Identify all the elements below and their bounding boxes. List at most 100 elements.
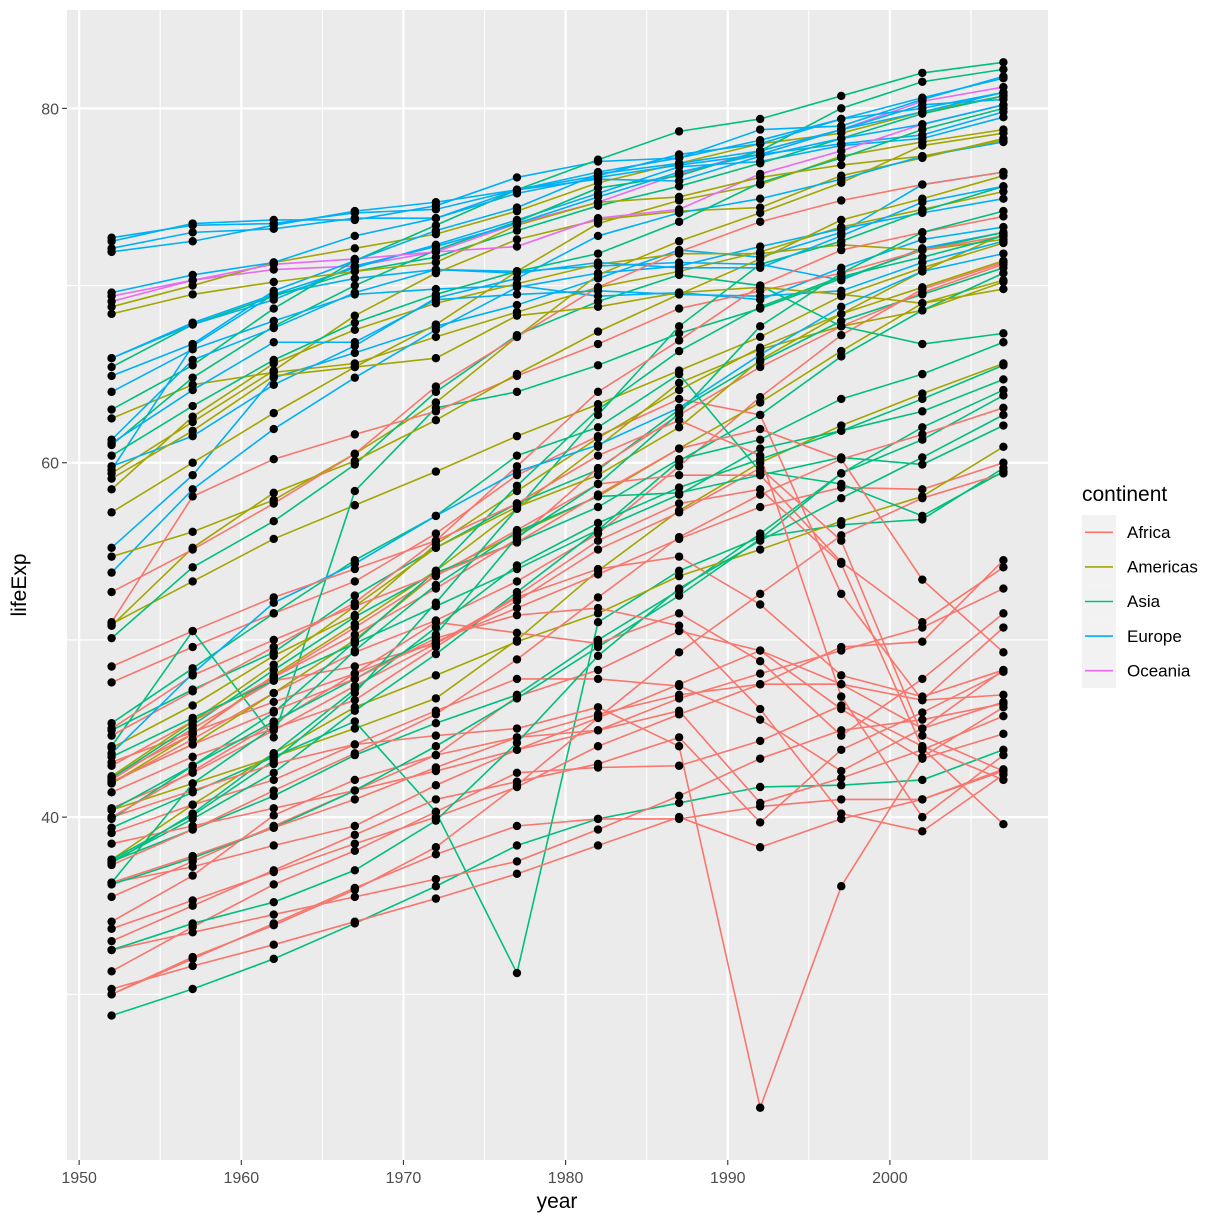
data-point bbox=[512, 499, 522, 508]
data-point bbox=[512, 841, 522, 850]
data-point bbox=[837, 330, 846, 340]
data-point bbox=[350, 630, 360, 639]
data-point bbox=[918, 460, 927, 469]
data-point bbox=[999, 125, 1008, 134]
series-line-africa bbox=[111, 704, 1004, 972]
data-point bbox=[999, 284, 1008, 294]
data-point bbox=[350, 325, 360, 335]
data-point bbox=[837, 809, 846, 818]
data-point bbox=[755, 125, 765, 134]
data-point bbox=[918, 369, 927, 379]
data-point bbox=[350, 695, 360, 705]
data-point bbox=[431, 205, 441, 214]
data-point bbox=[188, 545, 197, 554]
data-point bbox=[188, 320, 197, 329]
data-point bbox=[837, 479, 846, 489]
series-line-africa bbox=[111, 555, 1004, 809]
data-point bbox=[674, 710, 684, 719]
data-point bbox=[755, 1103, 765, 1112]
data-point bbox=[512, 745, 522, 754]
series-line-asia bbox=[111, 378, 1004, 864]
data-point bbox=[512, 532, 522, 542]
data-point bbox=[512, 869, 522, 879]
data-point bbox=[431, 750, 441, 760]
data-point bbox=[674, 416, 684, 425]
data-point bbox=[107, 749, 116, 758]
data-point bbox=[269, 688, 278, 698]
y-tick-label: 40 bbox=[41, 810, 59, 827]
data-point bbox=[107, 568, 116, 577]
series-line-americas bbox=[111, 259, 1004, 749]
data-point bbox=[269, 940, 278, 949]
data-point bbox=[431, 719, 441, 728]
data-point bbox=[837, 773, 846, 783]
data-point bbox=[350, 430, 360, 439]
legend-title: continent bbox=[1082, 483, 1167, 506]
data-point bbox=[755, 194, 765, 203]
data-point bbox=[593, 155, 603, 164]
data-point bbox=[188, 952, 197, 962]
data-point bbox=[512, 577, 522, 586]
series-line-asia bbox=[111, 274, 1004, 639]
data-point bbox=[593, 270, 603, 280]
data-point bbox=[918, 511, 927, 521]
data-point bbox=[269, 660, 278, 669]
data-point bbox=[755, 502, 765, 512]
data-point bbox=[107, 805, 116, 815]
data-point bbox=[837, 745, 846, 754]
data-point bbox=[188, 470, 197, 480]
series-line-europe bbox=[111, 91, 1004, 253]
data-point bbox=[674, 378, 684, 388]
data-point bbox=[107, 414, 116, 423]
data-point bbox=[918, 407, 927, 416]
data-point bbox=[755, 736, 765, 746]
data-point bbox=[755, 159, 765, 168]
data-point bbox=[674, 408, 684, 418]
data-point bbox=[431, 265, 441, 274]
data-point bbox=[999, 231, 1008, 241]
data-point bbox=[918, 394, 927, 404]
series-line-americas bbox=[111, 286, 1004, 480]
data-point bbox=[674, 288, 684, 297]
data-point bbox=[512, 242, 522, 251]
data-point bbox=[837, 309, 846, 319]
data-point bbox=[837, 231, 846, 241]
data-point bbox=[999, 249, 1008, 258]
data-point bbox=[674, 322, 684, 331]
data-point bbox=[999, 361, 1008, 370]
data-point bbox=[593, 703, 603, 712]
data-point bbox=[269, 823, 278, 832]
data-point bbox=[837, 731, 846, 740]
series-line-asia bbox=[111, 267, 1004, 732]
data-point bbox=[593, 536, 603, 545]
data-point bbox=[999, 403, 1008, 413]
data-point bbox=[188, 871, 197, 880]
data-point bbox=[107, 662, 116, 671]
data-point bbox=[837, 517, 846, 526]
data-point bbox=[999, 65, 1008, 74]
data-point bbox=[674, 742, 684, 751]
data-point bbox=[350, 362, 360, 372]
data-point bbox=[512, 968, 522, 978]
data-point bbox=[593, 249, 603, 258]
data-point bbox=[674, 584, 684, 593]
series-lines bbox=[110, 61, 1004, 1111]
data-point bbox=[107, 967, 116, 976]
data-point bbox=[431, 258, 441, 267]
series-line-americas bbox=[111, 233, 1004, 778]
data-point bbox=[188, 626, 197, 636]
data-point bbox=[350, 348, 360, 358]
x-tick-label: 1960 bbox=[224, 1170, 260, 1187]
data-point bbox=[350, 706, 360, 716]
data-point bbox=[350, 688, 360, 698]
series-line-europe bbox=[111, 77, 1004, 294]
data-point bbox=[350, 281, 360, 290]
data-point bbox=[755, 754, 765, 763]
data-point bbox=[107, 731, 116, 740]
y-tick-label: 80 bbox=[41, 101, 59, 118]
data-point bbox=[188, 355, 197, 365]
data-point bbox=[755, 470, 765, 480]
data-point bbox=[999, 256, 1008, 265]
data-point bbox=[837, 245, 846, 255]
series-line-africa bbox=[111, 678, 1004, 834]
